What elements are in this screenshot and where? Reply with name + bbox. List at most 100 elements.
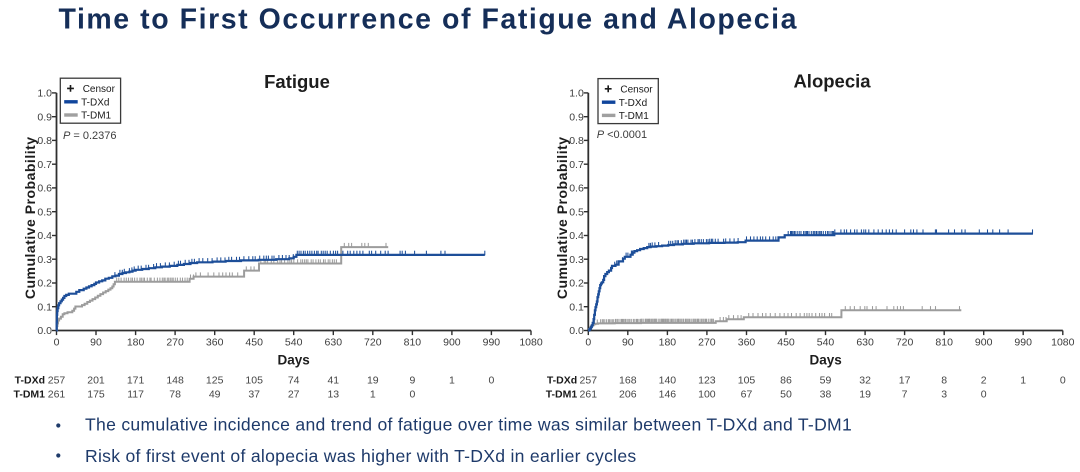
svg-text:90: 90 — [90, 337, 102, 349]
svg-text:146: 146 — [659, 389, 677, 401]
svg-text:0.1: 0.1 — [37, 301, 52, 313]
svg-text:175: 175 — [87, 389, 105, 401]
svg-text:T-DM1: T-DM1 — [546, 389, 578, 401]
svg-text:180: 180 — [127, 337, 145, 349]
svg-text:270: 270 — [698, 337, 716, 349]
svg-text:0.3: 0.3 — [569, 254, 584, 266]
svg-text:T-DM1: T-DM1 — [619, 111, 649, 122]
svg-text:0.8: 0.8 — [569, 135, 584, 147]
svg-text:32: 32 — [859, 375, 871, 387]
svg-text:27: 27 — [288, 389, 300, 401]
svg-text:630: 630 — [325, 337, 343, 349]
svg-text:990: 990 — [483, 337, 501, 349]
svg-text:0: 0 — [585, 337, 591, 349]
svg-text:3: 3 — [941, 389, 947, 401]
svg-text:257: 257 — [48, 375, 66, 387]
svg-text:1: 1 — [370, 389, 376, 401]
svg-text:T-DM1: T-DM1 — [14, 389, 46, 401]
svg-text:0.9: 0.9 — [569, 111, 584, 123]
svg-text:0.3: 0.3 — [37, 254, 52, 266]
svg-text:0: 0 — [981, 389, 987, 401]
svg-text:100: 100 — [698, 389, 716, 401]
svg-text:13: 13 — [327, 389, 339, 401]
svg-text:19: 19 — [859, 389, 871, 401]
svg-text:Days: Days — [278, 353, 310, 368]
svg-text:0: 0 — [1060, 375, 1066, 387]
svg-text:171: 171 — [127, 375, 145, 387]
svg-text:148: 148 — [166, 375, 184, 387]
svg-text:450: 450 — [777, 337, 795, 349]
svg-text:180: 180 — [659, 337, 677, 349]
svg-text:0.2: 0.2 — [569, 278, 584, 290]
svg-text:17: 17 — [899, 375, 911, 387]
svg-text:Time to First Occurrence of Fa: Time to First Occurrence of Fatigue and … — [59, 4, 799, 36]
svg-text:T-DXd: T-DXd — [81, 97, 109, 108]
svg-text:Cumulative Probability: Cumulative Probability — [22, 136, 38, 299]
svg-text:0.1: 0.1 — [569, 301, 584, 313]
svg-text:1.0: 1.0 — [37, 88, 52, 100]
svg-text:T-DXd: T-DXd — [15, 375, 45, 387]
svg-text:P <0.0001: P <0.0001 — [597, 129, 647, 141]
svg-text:T-DXd: T-DXd — [547, 375, 577, 387]
svg-text:1080: 1080 — [519, 337, 543, 349]
svg-text:261: 261 — [580, 389, 598, 401]
svg-text:990: 990 — [1014, 337, 1032, 349]
svg-text:0.6: 0.6 — [37, 183, 52, 195]
svg-text:540: 540 — [817, 337, 835, 349]
svg-text:0.8: 0.8 — [37, 135, 52, 147]
svg-text:720: 720 — [896, 337, 914, 349]
svg-text:Days: Days — [809, 353, 841, 368]
svg-text:168: 168 — [619, 375, 637, 387]
svg-text:630: 630 — [856, 337, 874, 349]
svg-text:450: 450 — [245, 337, 263, 349]
svg-text:Risk of first event of alopeci: Risk of first event of alopecia was high… — [85, 446, 637, 466]
svg-text:0.0: 0.0 — [569, 325, 584, 337]
svg-text:360: 360 — [738, 337, 756, 349]
svg-text:105: 105 — [245, 375, 263, 387]
svg-text:0.5: 0.5 — [569, 206, 584, 218]
svg-text:900: 900 — [443, 337, 461, 349]
svg-text:90: 90 — [622, 337, 634, 349]
svg-text:2: 2 — [981, 375, 987, 387]
svg-text:37: 37 — [248, 389, 260, 401]
svg-text:540: 540 — [285, 337, 303, 349]
svg-text:19: 19 — [367, 375, 379, 387]
svg-text:59: 59 — [820, 375, 832, 387]
svg-text:201: 201 — [87, 375, 105, 387]
svg-text:Censor: Censor — [620, 84, 653, 95]
svg-text:0.9: 0.9 — [37, 111, 52, 123]
svg-text:105: 105 — [738, 375, 756, 387]
svg-text:0.4: 0.4 — [37, 230, 52, 242]
svg-text:0.5: 0.5 — [37, 206, 52, 218]
svg-text:Censor: Censor — [83, 84, 116, 95]
svg-text:206: 206 — [619, 389, 637, 401]
svg-text:The cumulative incidence and t: The cumulative incidence and trend of fa… — [85, 415, 852, 435]
svg-text:810: 810 — [935, 337, 953, 349]
svg-text:Fatigue: Fatigue — [264, 71, 330, 92]
svg-text:0: 0 — [409, 389, 415, 401]
svg-text:810: 810 — [404, 337, 422, 349]
svg-text:0.4: 0.4 — [569, 230, 584, 242]
svg-text:49: 49 — [209, 389, 221, 401]
svg-text:720: 720 — [364, 337, 382, 349]
svg-text:360: 360 — [206, 337, 224, 349]
svg-text:123: 123 — [698, 375, 716, 387]
svg-text:0: 0 — [488, 375, 494, 387]
svg-text:0: 0 — [54, 337, 60, 349]
svg-text:8: 8 — [941, 375, 947, 387]
svg-text:74: 74 — [288, 375, 300, 387]
svg-text:67: 67 — [741, 389, 753, 401]
svg-text:T-DM1: T-DM1 — [81, 111, 111, 122]
svg-text:1: 1 — [449, 375, 455, 387]
svg-text:261: 261 — [48, 389, 66, 401]
svg-text:900: 900 — [975, 337, 993, 349]
svg-text:0.6: 0.6 — [569, 183, 584, 195]
svg-text:9: 9 — [409, 375, 415, 387]
svg-text:125: 125 — [206, 375, 224, 387]
svg-text:0.0: 0.0 — [37, 325, 52, 337]
svg-text:117: 117 — [127, 389, 144, 401]
svg-text:0.7: 0.7 — [569, 159, 584, 171]
svg-text:41: 41 — [327, 375, 339, 387]
svg-text:0.7: 0.7 — [37, 159, 52, 171]
svg-text:38: 38 — [820, 389, 832, 401]
